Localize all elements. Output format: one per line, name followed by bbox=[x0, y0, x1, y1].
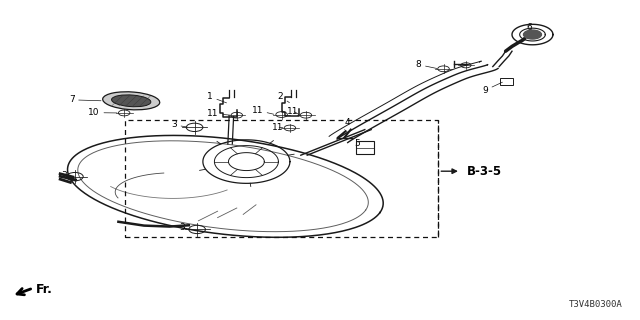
Text: Fr.: Fr. bbox=[36, 283, 52, 296]
Circle shape bbox=[524, 30, 541, 39]
Text: 11: 11 bbox=[272, 123, 284, 132]
Text: 6: 6 bbox=[527, 23, 532, 32]
Text: 5: 5 bbox=[355, 139, 360, 148]
Text: B-3-5: B-3-5 bbox=[467, 165, 502, 178]
Text: 7: 7 bbox=[69, 95, 101, 104]
Ellipse shape bbox=[111, 95, 151, 107]
Ellipse shape bbox=[102, 92, 160, 110]
Text: 11: 11 bbox=[287, 107, 299, 116]
Text: 8: 8 bbox=[416, 60, 437, 69]
Text: T3V4B0300A: T3V4B0300A bbox=[568, 300, 622, 309]
Text: 3: 3 bbox=[61, 171, 68, 180]
Text: 3: 3 bbox=[172, 120, 188, 129]
Bar bbox=[125, 120, 438, 237]
Text: 1: 1 bbox=[207, 92, 227, 103]
Text: 3: 3 bbox=[180, 223, 190, 232]
Text: 11: 11 bbox=[252, 106, 274, 115]
Text: 10: 10 bbox=[88, 108, 117, 117]
Text: 4: 4 bbox=[344, 118, 349, 130]
Text: 9: 9 bbox=[483, 82, 502, 95]
Bar bbox=[500, 78, 513, 85]
Bar bbox=[356, 141, 374, 154]
Text: 11: 11 bbox=[207, 109, 230, 118]
Text: 2: 2 bbox=[278, 92, 289, 103]
